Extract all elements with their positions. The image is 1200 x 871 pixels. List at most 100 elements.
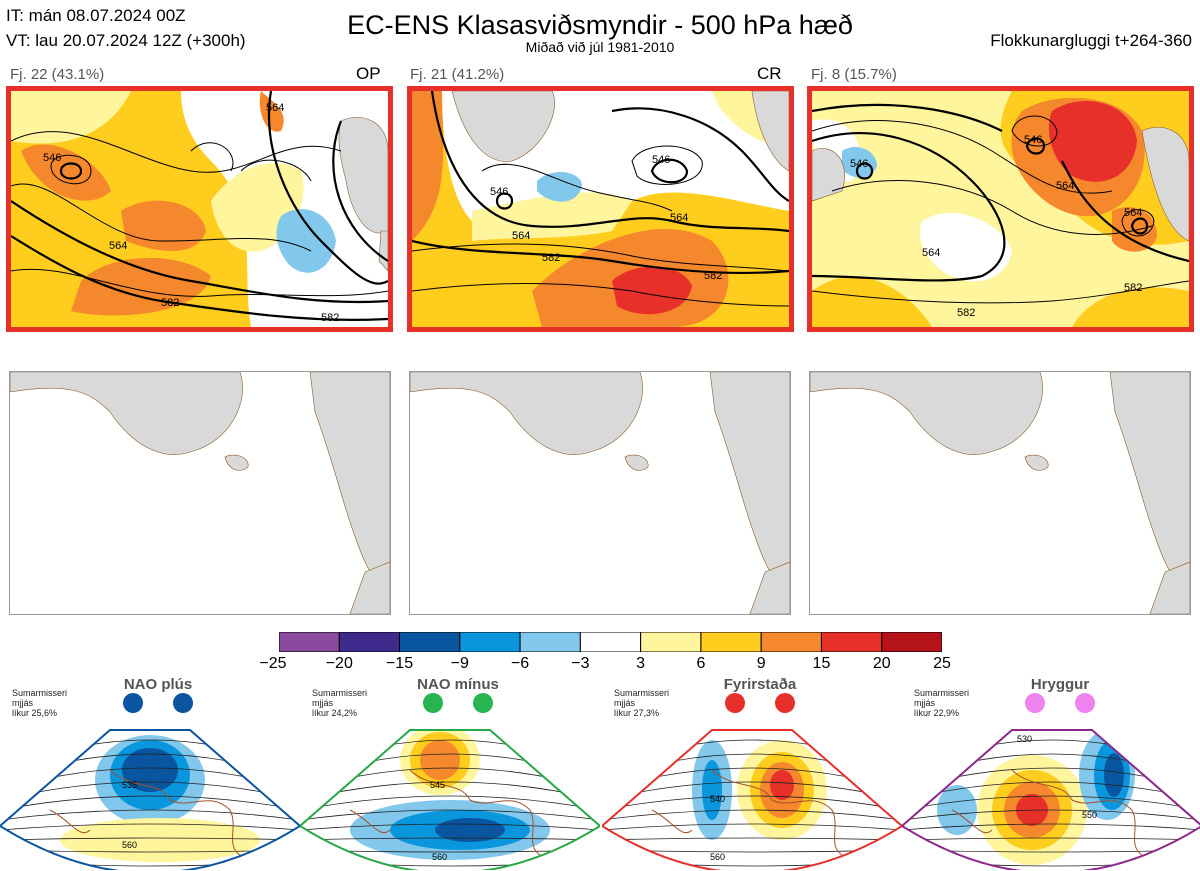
scale-swatch — [701, 632, 761, 652]
panel-2-label: Fj. 21 (41.2%) — [410, 66, 504, 83]
scale-label: −25 — [259, 655, 286, 673]
regime-info-line: Sumarmisseri — [312, 688, 367, 698]
scale-swatch — [641, 632, 701, 652]
empty-map-3-chart — [810, 372, 1190, 614]
empty-map-1 — [9, 371, 391, 615]
regime-dot — [123, 693, 143, 713]
contour-label: 582 — [957, 307, 975, 319]
regime-contour-label: 550 — [1082, 810, 1097, 820]
regime-dot — [1025, 693, 1045, 713]
panel-3-label: Fj. 8 (15.7%) — [811, 66, 897, 83]
regime-dot — [423, 693, 443, 713]
color-scale — [279, 632, 942, 652]
regime-contour-label: 535 — [122, 780, 137, 790]
regime-title: Fyrirstaða — [724, 676, 797, 693]
contour-label: 582 — [321, 312, 339, 324]
scale-label: −15 — [386, 655, 413, 673]
contour-label: 564 — [1056, 180, 1074, 192]
height-contour — [300, 860, 600, 866]
regime-dot — [725, 693, 745, 713]
regime-dot — [173, 693, 193, 713]
regime-dot — [473, 693, 493, 713]
regime-info-line: líkur 24,2% — [312, 708, 367, 718]
scale-label: 3 — [636, 655, 645, 673]
contour-label: 564 — [670, 212, 688, 224]
empty-map-1-chart — [10, 372, 390, 614]
contour-label: 582 — [704, 270, 722, 282]
panel-2-tag: CR — [757, 64, 782, 84]
panel-1-label: Fj. 22 (43.1%) — [10, 66, 104, 83]
regime-info-line: Sumarmisseri — [12, 688, 67, 698]
contour-label: 564 — [109, 240, 127, 252]
scale-label: 20 — [873, 655, 891, 673]
regime-dot — [775, 693, 795, 713]
regime-info-line: Sumarmisseri — [914, 688, 969, 698]
contour-label: 546 — [1024, 134, 1042, 146]
regime-title: NAO plús — [124, 676, 192, 693]
contour-label: 582 — [161, 297, 179, 309]
regime-info-line: mjjás — [12, 698, 67, 708]
height-contour — [602, 838, 902, 840]
scale-swatch — [400, 632, 460, 652]
regime-info-line: líkur 25,6% — [12, 708, 67, 718]
scale-label: −3 — [571, 655, 589, 673]
scale-label: 15 — [813, 655, 831, 673]
regime-info: Sumarmisseri mjjás líkur 25,6% — [12, 688, 67, 718]
regime-info: Sumarmisseri mjjás líkur 24,2% — [312, 688, 367, 718]
regime-info-line: mjjás — [614, 698, 669, 708]
scale-swatch — [279, 632, 339, 652]
regime-title: Hryggur — [1031, 676, 1089, 693]
scale-label: −20 — [326, 655, 353, 673]
scale-swatch — [821, 632, 881, 652]
contour-label: 564 — [512, 230, 530, 242]
contour-label: 564 — [266, 102, 284, 114]
contour-label: 582 — [542, 252, 560, 264]
cluster-map-2-chart: 546 546 564 564 582 582 — [412, 91, 789, 327]
regime-info-line: líkur 27,3% — [614, 708, 669, 718]
height-contour — [602, 860, 902, 866]
scale-label: 9 — [757, 655, 766, 673]
empty-map-3 — [809, 371, 1191, 615]
regime-contour-label: 560 — [710, 852, 725, 862]
scale-label: 25 — [933, 655, 951, 673]
contour-label: 546 — [850, 158, 868, 170]
contour-label: 582 — [1124, 282, 1142, 294]
cluster-map-2: 546 546 564 564 582 582 — [407, 86, 794, 332]
scale-swatch — [520, 632, 580, 652]
scale-swatch — [339, 632, 399, 652]
scale-swatch — [460, 632, 520, 652]
contour-label: 564 — [922, 247, 940, 259]
cluster-map-1: 546 564 564 582 582 — [6, 86, 393, 332]
scale-label: −6 — [511, 655, 529, 673]
cluster-map-3: 546 546 564 564 564 582 582 — [807, 86, 1194, 332]
regime-dot — [1075, 693, 1095, 713]
contour-label: 564 — [1124, 207, 1142, 219]
scale-label: −9 — [451, 655, 469, 673]
contour-label: 546 — [490, 186, 508, 198]
regime-contour-label: 560 — [122, 840, 137, 850]
regime-contour-label: 560 — [432, 852, 447, 862]
regime-info: Sumarmisseri mjjás líkur 22,9% — [914, 688, 969, 718]
regime-contour-label: 545 — [430, 780, 445, 790]
regime-contour-label: 530 — [1017, 734, 1032, 744]
scale-swatch — [761, 632, 821, 652]
regime-info-line: mjjás — [914, 698, 969, 708]
regime-info: Sumarmisseri mjjás líkur 27,3% — [614, 688, 669, 718]
contour-label: 546 — [43, 152, 61, 164]
panel-1-tag: OP — [356, 64, 381, 84]
classification-window: Flokkunargluggi t+264-360 — [990, 31, 1192, 51]
empty-map-2-chart — [410, 372, 790, 614]
empty-map-2 — [409, 371, 791, 615]
anomaly-patch — [420, 740, 460, 780]
cluster-map-3-chart: 546 546 564 564 564 582 582 — [812, 91, 1189, 327]
contour-label: 546 — [652, 154, 670, 166]
regime-info-line: líkur 22,9% — [914, 708, 969, 718]
scale-swatch — [882, 632, 942, 652]
regime-contour-label: 540 — [710, 794, 725, 804]
scale-swatch — [580, 632, 640, 652]
scale-label: 6 — [696, 655, 705, 673]
regime-info-line: mjjás — [312, 698, 367, 708]
regime-info-line: Sumarmisseri — [614, 688, 669, 698]
cluster-map-1-chart: 546 564 564 582 582 — [11, 91, 388, 327]
regime-title: NAO mínus — [417, 676, 499, 693]
